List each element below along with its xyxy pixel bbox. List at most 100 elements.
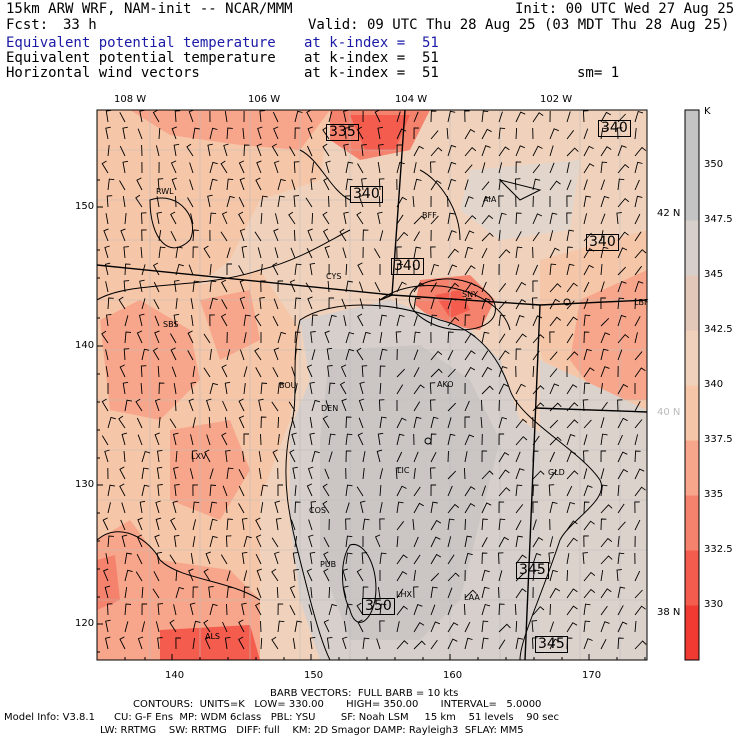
wind-barb [209,484,217,497]
wind-barb [413,145,424,157]
wind-barb [447,161,457,174]
wind-barb [430,639,438,650]
wind-barb [515,111,526,123]
colorbar-frame [684,109,700,661]
wind-barb [396,111,401,123]
wind-barb [583,264,594,276]
wind-barb [271,143,279,157]
wind-barb [359,298,364,310]
wind-barb [254,602,262,616]
wind-barb [583,128,589,140]
wind-barb [515,348,522,361]
wind-barb [413,246,422,259]
x-label-170: 170 [582,670,602,681]
field-patch-north-darkred [350,115,410,150]
wind-barb [531,620,538,633]
wind-barb [345,263,348,276]
wind-barb [430,368,443,378]
wind-barb [158,382,165,395]
colorbar-segment [685,165,699,221]
wind-barb [204,636,211,650]
wind-barb [104,636,111,650]
wind-barb [566,419,579,429]
wind-barb [583,501,590,514]
wind-barb [209,349,212,361]
wind-barb [238,398,245,412]
wind-barb [395,331,402,344]
wind-barb [103,568,109,582]
wind-barb [464,366,476,378]
wind-barb [122,381,129,395]
wind-barb [600,263,603,276]
wind-barb [307,228,313,242]
wind-barb [617,552,625,565]
wind-barb [277,484,283,496]
wind-barb [141,586,144,599]
wind-barb [634,570,641,582]
station-bff: BFF [422,211,437,220]
wind-barb [203,367,211,378]
wind-barb [242,451,245,463]
wind-barb [153,299,160,310]
wind-barb [309,432,315,446]
wind-barb [413,127,420,140]
wind-barb [192,246,199,259]
wind-barb [600,450,607,463]
wind-barb [396,314,405,327]
wind-barb [634,146,647,157]
wind-barb [311,314,318,327]
wind-barb [124,315,129,327]
wind-barb [634,434,639,446]
wind-barb [361,144,367,157]
wind-barb [566,537,578,548]
wind-barb [447,572,460,582]
wind-barb [600,588,612,599]
wind-barb [221,299,228,310]
wind-barb [549,603,551,616]
wind-barb [105,281,109,293]
wind-barb [532,315,543,327]
wind-barb [153,571,160,582]
wind-barb [430,586,438,599]
wind-barb [273,347,280,361]
wind-barb [107,484,116,497]
forecast-label: Fcst: [6,17,49,33]
wind-barb [107,297,114,310]
field-patch-als [160,625,260,660]
wind-barb [308,519,313,531]
wind-barb [238,160,245,174]
wind-barb [566,212,572,225]
wind-barb [326,636,333,650]
wind-barb [549,638,560,650]
wind-barb [288,211,296,225]
wind-barb [260,433,262,446]
wind-barb [310,331,316,344]
wind-barb [413,604,423,616]
wind-barb [514,178,521,191]
contour-label: 345 [516,562,549,579]
wind-barb [189,468,194,480]
wind-barb [498,162,503,174]
wind-barb [514,603,517,616]
station-pub: PUB [320,560,337,569]
wind-barb [306,568,313,582]
wind-barb [464,535,473,548]
wind-barb [322,143,330,157]
wind-barb [447,417,452,429]
wind-barb [173,534,180,548]
wind-barb [515,127,518,140]
wind-barb [136,553,143,565]
wind-barb [357,262,364,276]
wind-barb [276,586,279,599]
wind-barb [238,485,245,497]
wind-barb [105,366,109,378]
grid-point-marker [563,298,571,306]
wind-barb [447,178,457,191]
wind-barb [379,620,385,633]
wind-barb [192,501,200,514]
wind-barb [447,503,460,514]
wind-barb [239,296,246,310]
wind-barb [152,588,160,599]
wind-barb [481,502,492,514]
wind-barb [187,350,194,361]
